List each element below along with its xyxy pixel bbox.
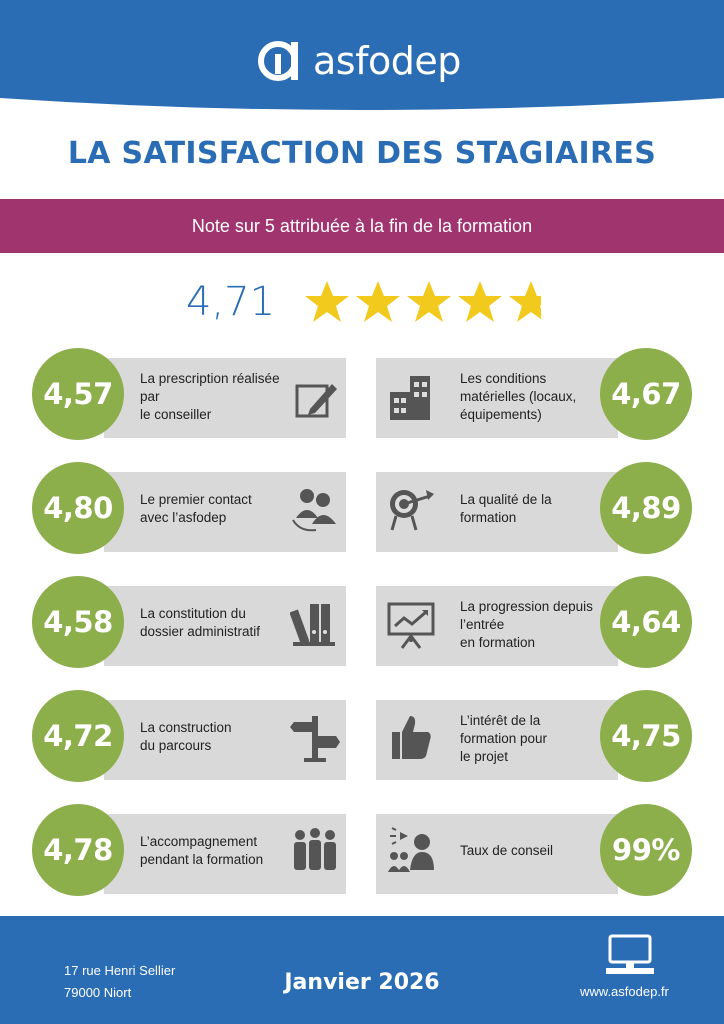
star-rating: [303, 279, 558, 325]
star-icon: [305, 281, 350, 322]
card-label: La construction du parcours: [140, 719, 285, 755]
label-line: équipements): [460, 407, 542, 422]
label-line: matérielles (locaux,: [460, 389, 577, 404]
logo-mark-icon: [258, 41, 298, 81]
address: 17 rue Henri Sellier 79000 Niort: [64, 960, 175, 1004]
computer-monitor-icon: [606, 934, 654, 974]
label-line: La construction: [140, 720, 232, 735]
card-background: [104, 358, 346, 438]
star-icon: [509, 281, 542, 322]
building-icon: [390, 376, 430, 420]
card-label: L’accompagnement pendant la formation: [140, 833, 285, 869]
label-line: La constitution du: [140, 606, 246, 621]
card-background: [104, 700, 346, 780]
card-label: Le premier contact avec l’asfodep: [140, 491, 285, 527]
label-line: le conseiller: [140, 407, 212, 422]
star-icon: [356, 281, 401, 322]
card-label: La progression depuis l’entrée en format…: [460, 598, 610, 652]
address-street: 17 rue Henri Sellier: [64, 963, 176, 978]
label-line: Taux de conseil: [460, 843, 554, 858]
label-line: du parcours: [140, 738, 212, 753]
score-card-first-contact: 4,80 Le premier contact avec l’asfodep: [0, 462, 346, 554]
card-background: [376, 586, 618, 666]
score-circle: 4,58: [32, 576, 124, 668]
score-card-progress: 4,64 La progression depuis l’entrée en f…: [0, 576, 692, 668]
progress-board-icon: [387, 602, 435, 649]
label-line: formation: [460, 510, 517, 525]
signpost-icon: [290, 716, 340, 762]
score-card-admin-file: 4,58 La constitution du dossier administ…: [0, 576, 346, 668]
card-label: Taux de conseil: [460, 842, 610, 860]
label-line: L’intérêt de la: [460, 713, 541, 728]
report-date: Janvier 2026: [284, 970, 440, 995]
edit-icon: [295, 384, 337, 418]
label-line: pendant la formation: [140, 852, 264, 867]
star-icon: [407, 281, 452, 322]
label-line: La progression depuis: [460, 599, 593, 614]
score-card-facilities: 4,67 Les conditions matérielles (locaux,…: [0, 348, 692, 440]
score-circle: 4,78: [32, 804, 124, 896]
score-circle: 4,57: [32, 348, 124, 440]
score-circle: 4,64: [600, 576, 692, 668]
label-line: Les conditions: [460, 371, 547, 386]
card-label: La qualité de la formation: [460, 491, 610, 527]
score-circle: 4,89: [600, 462, 692, 554]
card-background: [376, 472, 618, 552]
card-label: L’intérêt de la formation pour le projet: [460, 712, 610, 766]
label-line: dossier administratif: [140, 624, 261, 639]
label-line: le projet: [460, 749, 509, 764]
advice-icon: [388, 827, 434, 872]
label-line: L’accompagnement: [140, 834, 258, 849]
website-link[interactable]: www.asfodep.fr: [580, 984, 669, 999]
overall-rating: 4,71: [186, 277, 558, 327]
label-line: Le premier contact: [140, 492, 252, 507]
overall-score: 4,71: [186, 279, 276, 325]
header-background: [0, 0, 724, 110]
card-background: [104, 586, 346, 666]
score-circle: 4,67: [600, 348, 692, 440]
score-card-support: 4,78 L’accompagnement pendant la formati…: [0, 804, 346, 896]
label-line: La prescription réalisée: [140, 371, 280, 386]
header-banner: asfodep: [0, 0, 724, 112]
score-card-training-quality: 4,89 La qualité de la formation: [0, 462, 692, 554]
label-line: l’entrée: [460, 617, 505, 632]
binders-icon: [290, 604, 335, 646]
score-card-project-interest: 4,75 L’intérêt de la formation pour le p…: [0, 690, 692, 782]
label-line: La qualité de la: [460, 492, 552, 507]
score-card-advice-rate: 99% Taux de conseil: [0, 804, 692, 896]
score-card-pathway: 4,72 La construction du parcours: [0, 690, 346, 782]
star-icon: [458, 281, 503, 322]
page-title: LA SATISFACTION DES STAGIAIRES: [67, 136, 657, 171]
label-line: en formation: [460, 635, 536, 650]
team-icon: [294, 828, 336, 870]
score-circle: 4,80: [32, 462, 124, 554]
score-circle: 99%: [600, 804, 692, 896]
card-label: Les conditions matérielles (locaux, équi…: [460, 370, 610, 424]
card-label: La prescription réalisée par le conseill…: [140, 370, 285, 424]
contact-people-icon: [292, 489, 336, 532]
score-card-prescription: 4,57 La prescription réalisée par le con…: [0, 348, 346, 440]
score-circle: 4,72: [32, 690, 124, 782]
label-line: formation pour: [460, 731, 548, 746]
label-line: avec l’asfodep: [140, 510, 227, 525]
footer: 17 rue Henri Sellier 79000 Niort Janvier…: [0, 916, 724, 1024]
brand-name: asfodep: [313, 39, 461, 83]
card-label: La constitution du dossier administratif: [140, 605, 285, 641]
address-city: 79000 Niort: [64, 985, 132, 1000]
score-circle: 4,75: [600, 690, 692, 782]
subtitle-band: Note sur 5 attribuée à la fin de la form…: [0, 199, 724, 253]
label-line: par: [140, 389, 160, 404]
thumbs-up-icon: [392, 716, 431, 759]
asfodep-logo[interactable]: asfodep: [255, 36, 461, 86]
target-icon: [390, 490, 434, 531]
